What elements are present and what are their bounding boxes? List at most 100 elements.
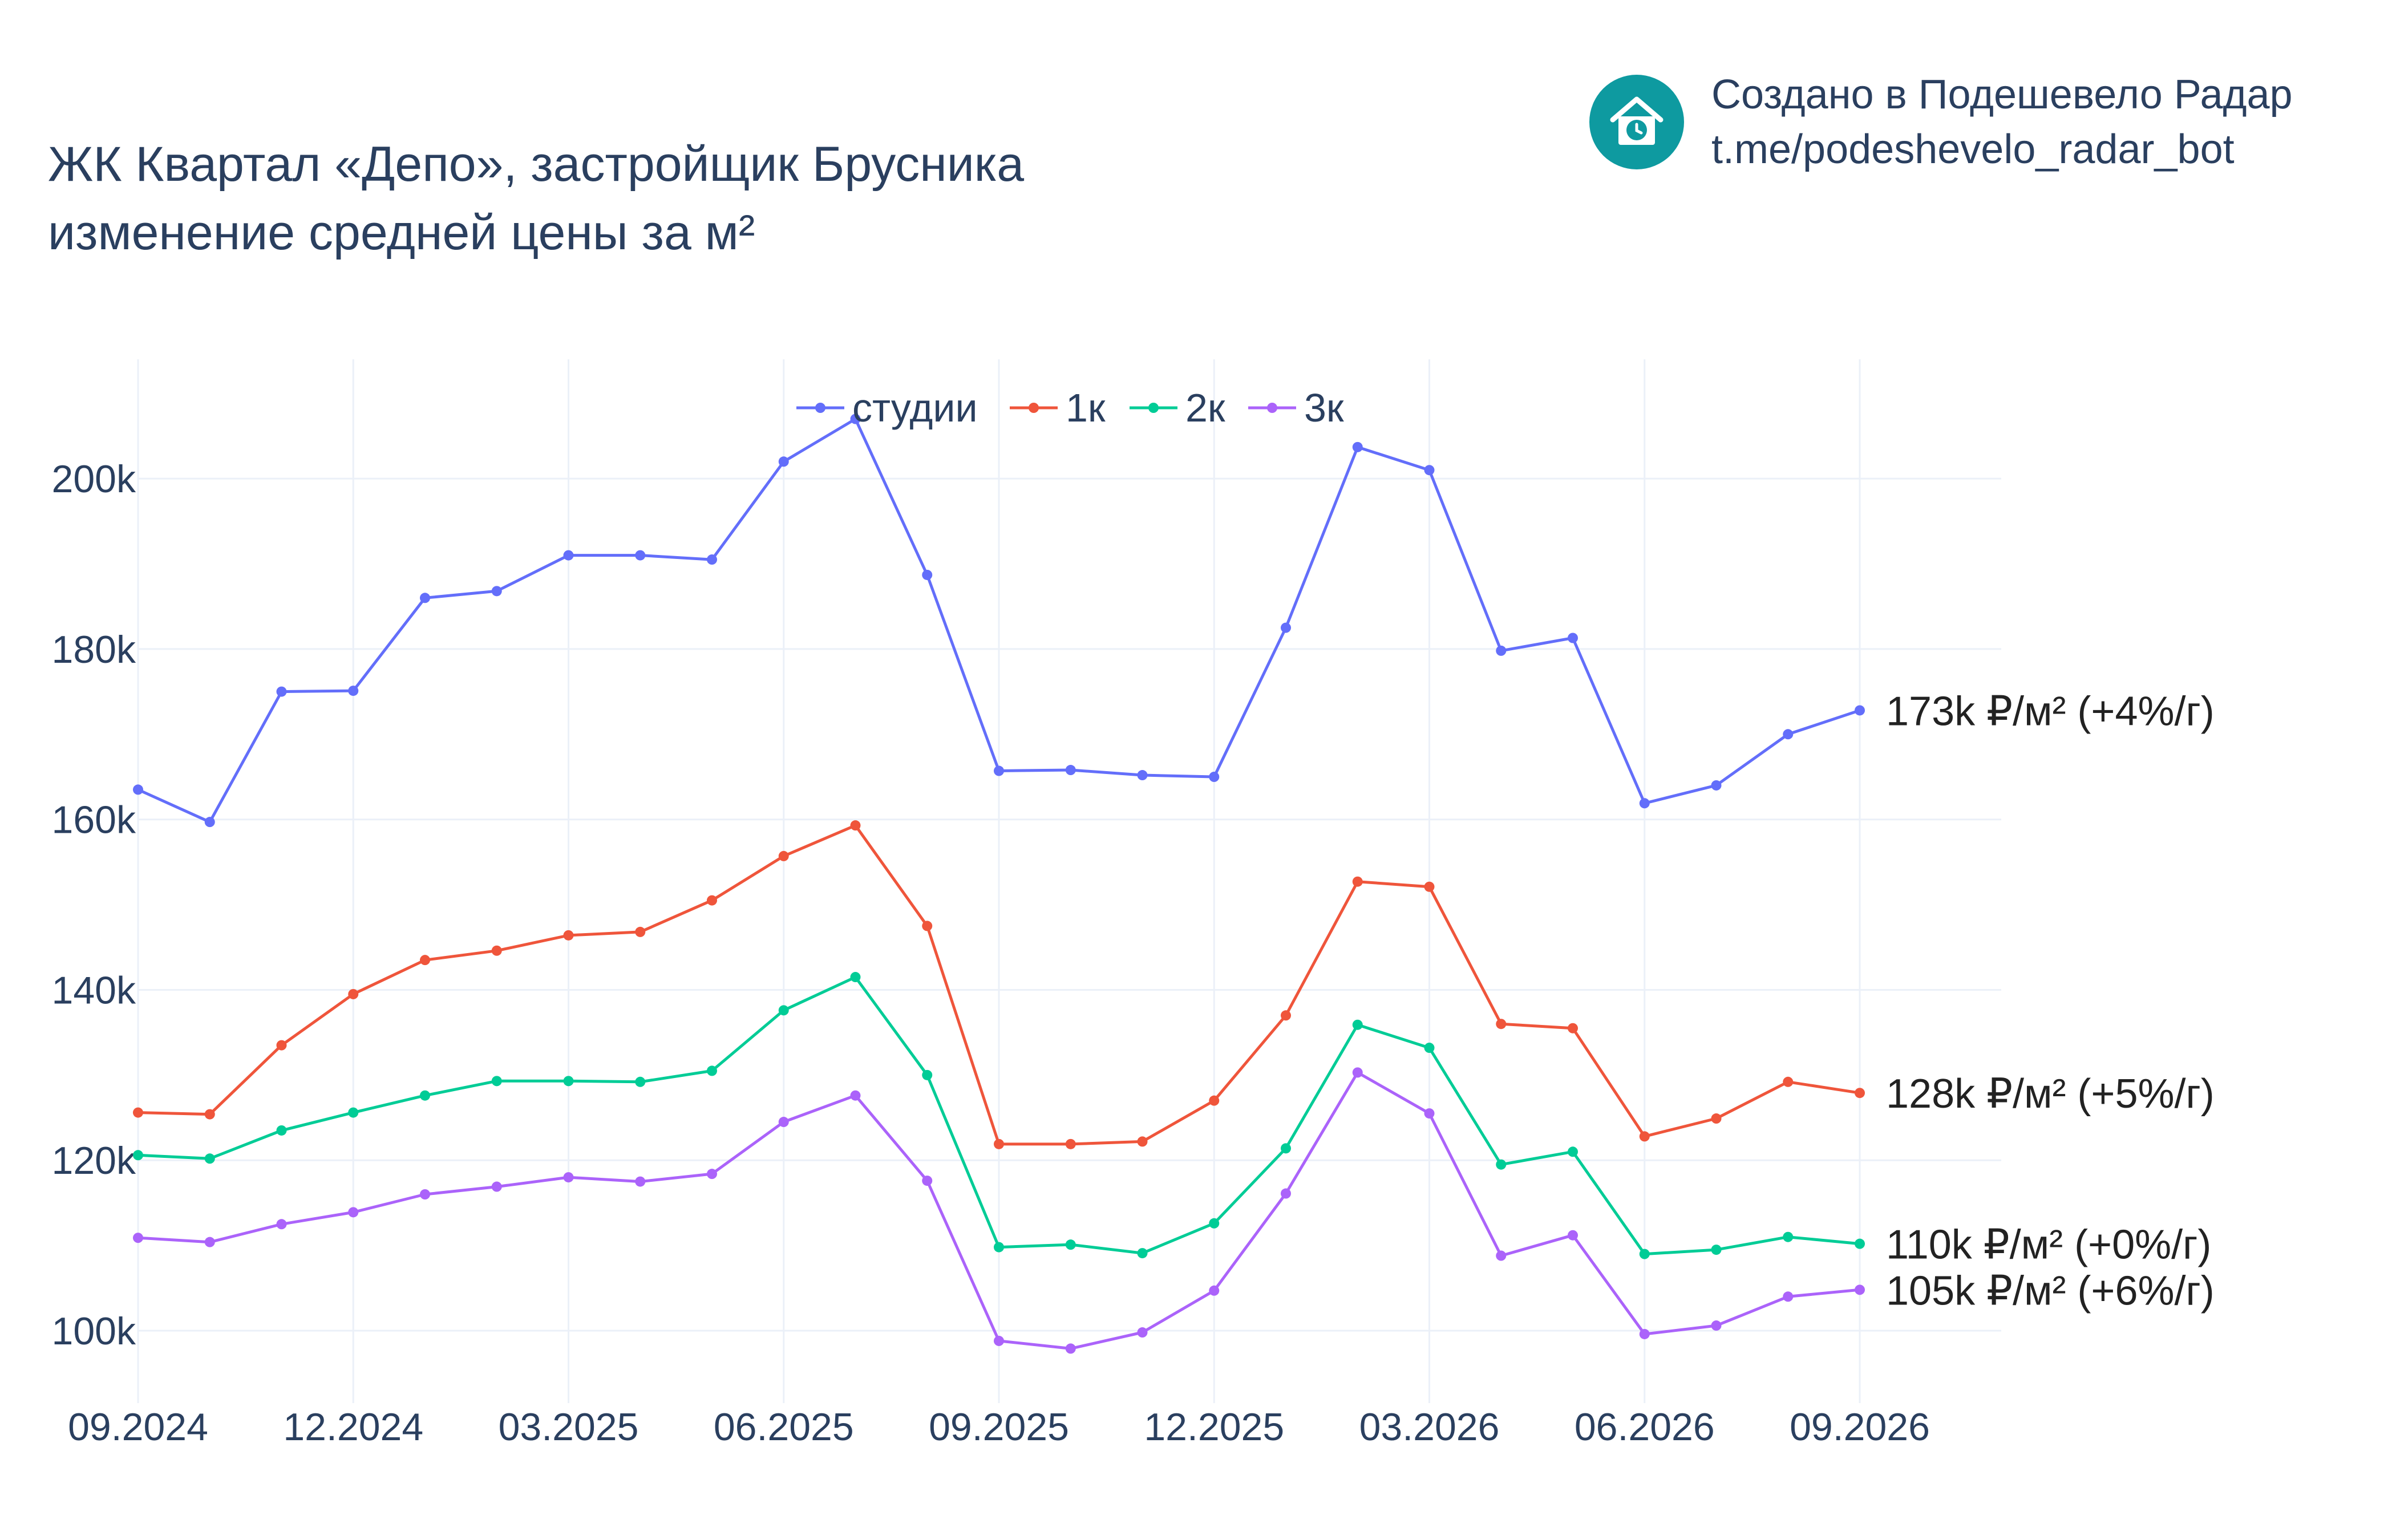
data-point[interactable] [1855, 1088, 1865, 1099]
data-point[interactable] [994, 1138, 1004, 1149]
data-point[interactable] [133, 1233, 143, 1243]
data-point[interactable] [133, 784, 143, 795]
data-point[interactable] [204, 1237, 215, 1247]
data-point[interactable] [491, 1076, 502, 1087]
data-point[interactable] [563, 1076, 574, 1087]
data-point[interactable] [1711, 780, 1722, 791]
data-point[interactable] [1137, 770, 1148, 781]
data-point[interactable] [850, 414, 861, 424]
data-point[interactable] [1568, 1146, 1578, 1157]
data-point[interactable] [994, 765, 1004, 776]
data-point[interactable] [778, 456, 789, 467]
brand-badge[interactable]: Создано в Подешевело Радар t.me/podeshev… [1589, 67, 2293, 177]
data-point[interactable] [778, 850, 789, 861]
data-point[interactable] [1496, 1019, 1507, 1030]
data-point[interactable] [778, 1117, 789, 1128]
data-point[interactable] [922, 569, 933, 580]
data-point[interactable] [1855, 1284, 1865, 1295]
data-point[interactable] [133, 1150, 143, 1161]
data-point[interactable] [348, 1207, 359, 1218]
data-point[interactable] [1783, 1076, 1794, 1087]
data-point[interactable] [491, 1181, 502, 1192]
data-point[interactable] [850, 972, 861, 983]
data-point[interactable] [563, 550, 574, 561]
data-point[interactable] [1281, 1143, 1291, 1154]
legend-item[interactable]: 3к [1248, 386, 1344, 430]
data-point[interactable] [1352, 1019, 1363, 1030]
data-point[interactable] [1424, 1108, 1435, 1119]
data-point[interactable] [635, 1176, 646, 1187]
data-point[interactable] [922, 921, 933, 931]
data-point[interactable] [1065, 765, 1076, 776]
data-point[interactable] [1424, 1043, 1435, 1053]
brand-link[interactable]: t.me/podeshevelo_radar_bot [1711, 127, 2235, 172]
data-point[interactable] [204, 1109, 215, 1120]
data-point[interactable] [1065, 1343, 1076, 1354]
data-point[interactable] [1352, 441, 1363, 452]
data-point[interactable] [1496, 1250, 1507, 1261]
data-point[interactable] [994, 1242, 1004, 1253]
data-point[interactable] [1711, 1320, 1722, 1331]
legend-item[interactable]: студии [796, 386, 978, 430]
data-point[interactable] [1783, 1291, 1794, 1302]
data-point[interactable] [922, 1069, 933, 1080]
data-point[interactable] [1568, 633, 1578, 643]
data-point[interactable] [420, 1090, 430, 1101]
data-point[interactable] [1352, 876, 1363, 887]
data-point[interactable] [1639, 1131, 1650, 1142]
data-point[interactable] [1065, 1239, 1076, 1250]
data-point[interactable] [1496, 1159, 1507, 1170]
data-point[interactable] [1209, 772, 1220, 782]
data-point[interactable] [1352, 1067, 1363, 1078]
data-point[interactable] [348, 686, 359, 696]
data-point[interactable] [491, 945, 502, 956]
data-point[interactable] [563, 930, 574, 941]
data-point[interactable] [778, 1005, 789, 1016]
data-point[interactable] [850, 1090, 861, 1101]
data-point[interactable] [1137, 1248, 1148, 1259]
data-point[interactable] [1424, 465, 1435, 476]
data-point[interactable] [1855, 1238, 1865, 1249]
data-point[interactable] [204, 817, 215, 828]
legend[interactable]: студии 1к 2к 3к [796, 386, 1344, 430]
data-point[interactable] [420, 1189, 430, 1199]
data-point[interactable] [707, 1169, 717, 1180]
data-point[interactable] [1496, 645, 1507, 656]
data-point[interactable] [1639, 798, 1650, 809]
data-point[interactable] [1209, 1285, 1220, 1296]
data-point[interactable] [1783, 729, 1794, 740]
data-point[interactable] [1639, 1328, 1650, 1339]
data-point[interactable] [707, 554, 717, 565]
legend-item[interactable]: 1к [1010, 386, 1106, 430]
data-point[interactable] [491, 586, 502, 597]
data-point[interactable] [1137, 1327, 1148, 1338]
data-point[interactable] [1281, 1188, 1291, 1199]
data-point[interactable] [276, 1219, 287, 1230]
data-point[interactable] [276, 1125, 287, 1136]
data-point[interactable] [1281, 1010, 1291, 1021]
data-point[interactable] [276, 1040, 287, 1051]
data-point[interactable] [1568, 1230, 1578, 1241]
data-point[interactable] [1568, 1023, 1578, 1034]
data-point[interactable] [348, 1107, 359, 1118]
data-point[interactable] [1424, 881, 1435, 892]
data-point[interactable] [204, 1153, 215, 1164]
data-point[interactable] [1711, 1113, 1722, 1124]
data-point[interactable] [1065, 1138, 1076, 1149]
data-point[interactable] [1639, 1249, 1650, 1259]
data-point[interactable] [635, 550, 646, 561]
legend-item[interactable]: 2к [1130, 386, 1225, 430]
data-point[interactable] [635, 926, 646, 937]
data-point[interactable] [1209, 1095, 1220, 1106]
data-point[interactable] [1855, 705, 1865, 716]
data-point[interactable] [133, 1107, 143, 1118]
data-point[interactable] [1783, 1231, 1794, 1242]
data-point[interactable] [850, 820, 861, 831]
data-point[interactable] [1281, 622, 1291, 633]
data-point[interactable] [707, 1065, 717, 1076]
data-point[interactable] [1137, 1136, 1148, 1147]
data-point[interactable] [420, 955, 430, 966]
data-point[interactable] [348, 988, 359, 999]
data-point[interactable] [1711, 1245, 1722, 1255]
data-point[interactable] [276, 686, 287, 697]
